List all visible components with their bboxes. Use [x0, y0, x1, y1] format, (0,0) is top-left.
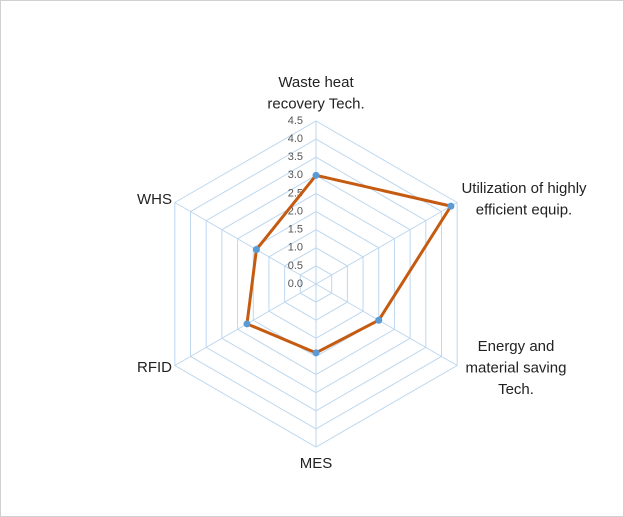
axis-label-line: WHS [137, 191, 172, 208]
axis-label: MES [300, 455, 333, 472]
axis-label-line: Tech. [498, 381, 534, 398]
axis-label: RFID [137, 359, 172, 376]
r-tick-label: 3.5 [288, 151, 303, 163]
data-point [243, 320, 251, 328]
data-point [375, 316, 383, 324]
spoke [315, 283, 458, 366]
axis-label-line: recovery Tech. [267, 95, 364, 112]
axis-label: WHS [137, 191, 172, 208]
r-tick-label: 2.0 [288, 205, 303, 217]
axis-label: Waste heat recovery Tech. [267, 74, 364, 113]
r-tick-label: 0.5 [288, 260, 303, 272]
axis-label-line: Utilization of highly [461, 180, 587, 197]
r-tick-label: 4.5 [288, 115, 303, 127]
axis-label-line: Energy and [478, 338, 555, 355]
r-tick-label: 4.0 [288, 133, 303, 145]
data-point [447, 202, 455, 210]
r-tick-label: 1.5 [288, 224, 303, 236]
data-point [312, 349, 320, 357]
axis-label-line: Waste heat [278, 74, 354, 91]
axis-label: Energy and material saving Tech. [466, 338, 567, 398]
axis-label: Utilization of highly efficient equip. [461, 180, 587, 219]
r-tick-label: 3.0 [288, 169, 303, 181]
axis-label-line: material saving [466, 359, 567, 376]
data-point [312, 171, 320, 179]
axis-label-line: efficient equip. [476, 201, 572, 218]
r-tick-label: 1.0 [288, 242, 303, 254]
data-point [252, 246, 260, 254]
r-tick-label: 0.0 [288, 278, 303, 290]
axis-label-line: MES [300, 455, 333, 472]
spoke [174, 202, 317, 285]
spoke [315, 202, 458, 285]
axis-label-line: RFID [137, 359, 172, 376]
